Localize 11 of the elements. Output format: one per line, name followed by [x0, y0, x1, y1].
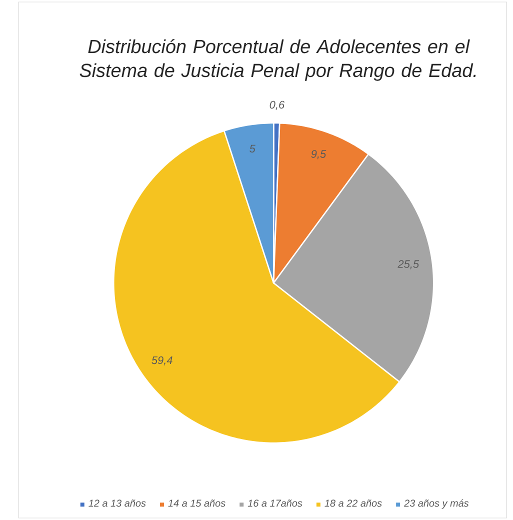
- data-label: 0,6: [270, 100, 285, 110]
- chart-title: Distribución Porcentual de Adolecentes en el Sistema de Justicia Penal por Rango de Edad.: [80, 39, 476, 81]
- legend-label: 12 a 13 años: [88, 499, 146, 507]
- legend-label: 16 a 17años: [248, 499, 302, 507]
- data-label: 9,5: [311, 150, 326, 160]
- legend-label: 14 a 15 años: [168, 499, 226, 507]
- data-label: 25,5: [398, 260, 420, 270]
- legend-label: 18 a 22 años: [324, 499, 382, 507]
- data-label: 59,4: [152, 356, 173, 366]
- data-label: 5: [250, 144, 256, 152]
- legend-label: 23 años y más: [404, 499, 469, 509]
